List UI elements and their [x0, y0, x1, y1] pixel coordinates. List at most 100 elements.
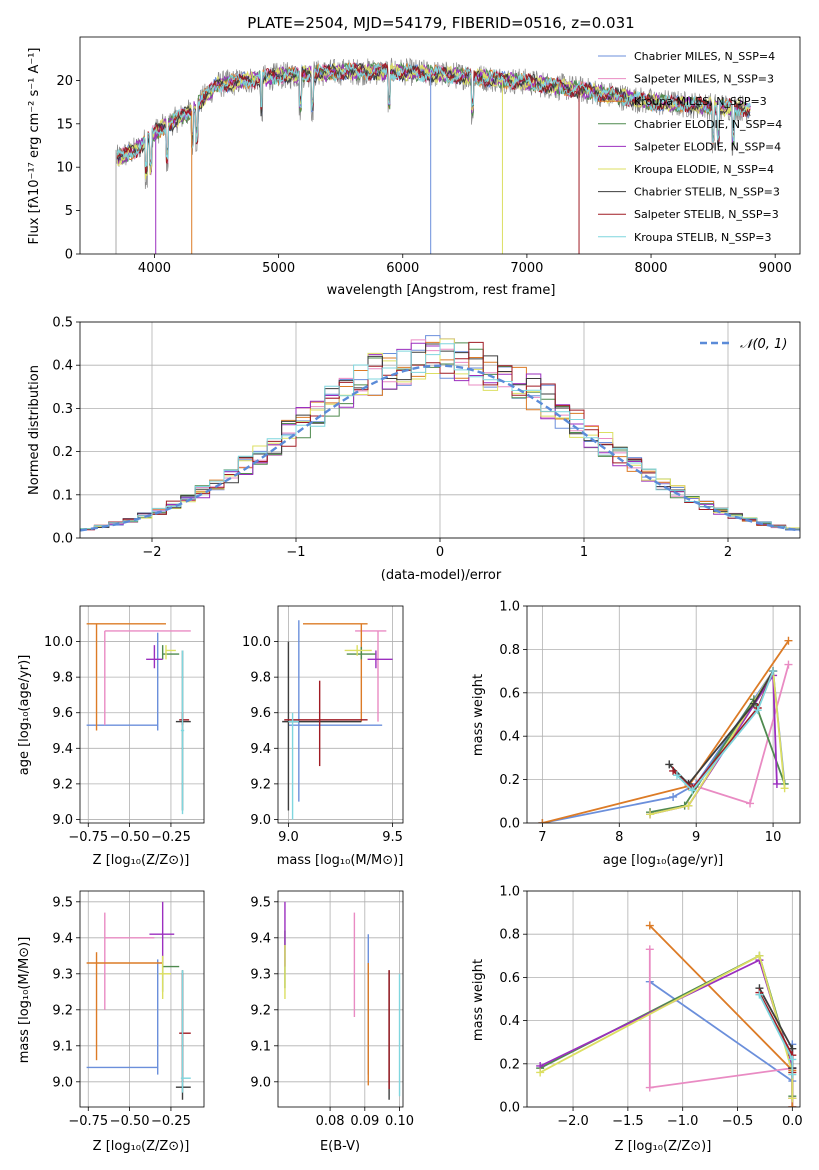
axes-frame — [277, 890, 404, 1108]
histogram-ylabel: Normed distribution — [27, 365, 42, 495]
age-z-xlabel: Z [log₁₀(Z/Z⊙)] — [93, 853, 190, 868]
mass-weight-point-marker — [538, 819, 547, 823]
axes-frame — [79, 36, 801, 255]
spectrum-title: PLATE=2504, MJD=54179, FIBERID=0516, z=0… — [247, 14, 634, 32]
x-tick-label: 9.5 — [382, 830, 403, 845]
mass-weight-point-marker — [780, 784, 789, 793]
y-tick-label: 9.2 — [250, 1003, 271, 1018]
x-tick-label: 7 — [538, 830, 546, 845]
x-tick-label: 0 — [436, 545, 444, 560]
x-tick-label: 10 — [765, 830, 782, 845]
x-tick-label: 7000 — [510, 261, 543, 276]
y-tick-label: 20 — [56, 74, 73, 89]
y-tick-label: 0.2 — [499, 773, 520, 788]
y-tick-label: 0 — [65, 248, 73, 263]
y-tick-label: 9.2 — [52, 1003, 73, 1018]
y-tick-label: 10 — [56, 161, 73, 176]
residual-histogram-step — [80, 338, 800, 530]
mass-weight-point-marker — [688, 786, 697, 795]
x-tick-label: 0.08 — [316, 1114, 345, 1129]
mass-weight-point-marker — [784, 660, 793, 669]
mass-weight-vs-metallicity-panel: Z [log₁₀(Z/Z⊙)] mass weight −2.0 −1.5 −1.0… — [471, 885, 803, 1155]
y-tick-label: 1.0 — [499, 885, 520, 900]
plot-area — [115, 57, 751, 254]
legend-entry: Kroupa ELODIE, N_SSP=4 — [634, 163, 774, 176]
weight-z-xlabel: Z [log₁₀(Z/Z⊙)] — [615, 1139, 712, 1154]
y-tick-label: 9.8 — [250, 671, 271, 686]
age-mass-xlabel: mass [log₁₀(M/M⊙)] — [277, 853, 404, 868]
y-tick-label: 9.8 — [52, 671, 73, 686]
spectrum-xlabel: wavelength [Angstrom, rest frame] — [327, 283, 556, 298]
mass-weight-point-marker — [784, 636, 793, 645]
residual-histogram-panel: (data-model)/error Normed distribution −… — [27, 316, 801, 583]
mass-weight-series-line — [539, 954, 794, 1097]
spectrum-ylabel: Flux [fλ10⁻¹⁷ erg cm⁻² s⁻¹ A⁻¹] — [27, 48, 42, 245]
x-tick-label: 9000 — [759, 261, 792, 276]
y-tick-label: 0.8 — [499, 643, 520, 658]
legend-entry: Chabrier STELIB, N_SSP=3 — [634, 186, 780, 199]
axes-frame — [277, 605, 404, 824]
y-tick-label: 9.6 — [52, 706, 73, 721]
model-spectrum-line — [116, 62, 751, 168]
y-tick-label: 0.2 — [499, 1057, 520, 1072]
y-tick-label: 0.3 — [52, 402, 73, 417]
mass-weight-point-marker — [753, 706, 762, 715]
mass-weight-point-marker — [646, 810, 655, 819]
axes-frame — [79, 890, 205, 1108]
plot-area — [282, 620, 393, 820]
x-tick-label: 0.10 — [385, 1114, 414, 1129]
y-tick-label: 9.3 — [52, 967, 73, 982]
x-tick-label: 9.0 — [278, 830, 299, 845]
y-tick-label: 10.0 — [242, 635, 271, 650]
x-tick-label: −0.25 — [151, 830, 191, 845]
x-tick-label: 2 — [724, 545, 732, 560]
mass-weight-point-marker — [669, 766, 678, 775]
mass-weight-point-marker — [788, 1094, 797, 1103]
mass-weight-point-marker — [645, 945, 654, 954]
legend-entry: Kroupa STELIB, N_SSP=3 — [634, 231, 772, 244]
mass-vs-metallicity-panel: Z [log₁₀(Z/Z⊙)] mass [log₁₀(M/M⊙)] −0.75… — [17, 890, 205, 1154]
x-tick-label: −0.50 — [110, 830, 150, 845]
mass-weight-point-marker — [645, 1083, 654, 1092]
y-tick-label: 0.0 — [499, 817, 520, 832]
y-tick-label: 0.4 — [499, 730, 520, 745]
mass-weight-series-line — [668, 670, 774, 786]
y-tick-label: 9.3 — [250, 967, 271, 982]
axes-frame — [526, 890, 801, 1108]
mass-weight-point-marker — [746, 799, 755, 808]
y-tick-label: 5 — [65, 204, 73, 219]
mass-weight-point-marker — [788, 1070, 797, 1079]
mass-weight-series-line — [672, 670, 774, 790]
y-tick-label: 9.2 — [52, 777, 73, 792]
mass-weight-point-marker — [669, 792, 678, 801]
y-tick-label: 0.6 — [499, 686, 520, 701]
y-tick-label: 9.0 — [52, 1075, 73, 1090]
y-tick-label: 0.5 — [52, 316, 73, 331]
legend-entry: Salpeter ELODIE, N_SSP=4 — [634, 140, 781, 153]
mass-vs-ebv-panel: E(B-V) 0.08 0.09 0.10 9.0 9.1 9.2 9.3 9.4 9.5 — [250, 890, 414, 1154]
x-tick-label: −0.50 — [110, 1114, 150, 1129]
x-tick-label: −0.75 — [68, 830, 108, 845]
mass-weight-series-line — [539, 954, 794, 1099]
histogram-xlabel: (data-model)/error — [381, 568, 502, 583]
x-tick-label: −1.0 — [667, 1114, 699, 1129]
x-tick-label: 1 — [580, 545, 588, 560]
mass-weight-series-line — [542, 668, 786, 823]
plot-area — [86, 901, 191, 1100]
x-tick-label: 4000 — [138, 261, 171, 276]
y-tick-label: 9.5 — [250, 895, 271, 910]
x-tick-label: 6000 — [386, 261, 419, 276]
age-vs-metallicity-panel: Z [log₁₀(Z/Z⊙)] age [log₁₀(age/yr)] −0.7… — [17, 605, 205, 868]
y-tick-label: 0.1 — [52, 488, 73, 503]
spectrum-panel: PLATE=2504, MJD=54179, FIBERID=0516, z=0… — [27, 14, 801, 298]
y-tick-label: 9.6 — [250, 706, 271, 721]
y-tick-label: 9.1 — [250, 1039, 271, 1054]
mass-weight-point-marker — [665, 760, 674, 769]
age-z-ylabel: age [log₁₀(age/yr)] — [17, 655, 32, 776]
legend-entry: Salpeter STELIB, N_SSP=3 — [634, 208, 779, 221]
mass-weight-series-line — [539, 958, 794, 1099]
y-tick-label: 9.0 — [250, 1075, 271, 1090]
x-tick-label: 9 — [692, 830, 700, 845]
x-tick-label: −2 — [142, 545, 161, 560]
